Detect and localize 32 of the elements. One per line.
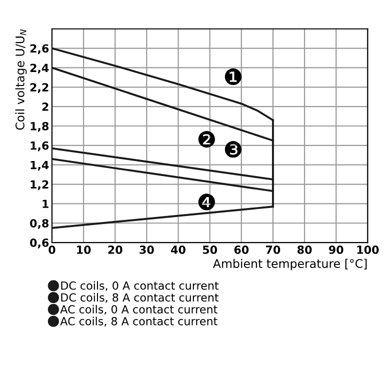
y-tick-label: 1 — [42, 200, 48, 208]
legend-label: DC coils, 8 A contact current — [61, 293, 219, 303]
legend-label: DC coils, 0 A contact current — [61, 281, 219, 291]
y-tick-label: 0,6 — [30, 238, 49, 248]
x-tick-label: 70 — [266, 246, 280, 254]
y-tick-label: 2,2 — [30, 83, 48, 93]
x-tick-label: 40 — [171, 246, 186, 254]
legend-label: AC coils, 0 A contact current — [60, 304, 218, 315]
y-tick-label: 2 — [42, 102, 48, 111]
x-tick-label: 90 — [328, 246, 344, 254]
annotation: ❹ — [198, 194, 215, 210]
x-tick-label: 0 — [48, 246, 56, 254]
x-tick-label: 60 — [234, 246, 249, 254]
y-tick-label: 2,6 — [30, 44, 49, 54]
y-tick-label: 2,4 — [30, 64, 49, 74]
annotation: ❷ — [198, 130, 215, 148]
x-axis-title: Ambient temperature [°C] — [212, 258, 367, 270]
y-tick-label: 1,4 — [30, 160, 49, 171]
y-tick-label: 0,8 — [30, 219, 49, 229]
x-tick-label: 10 — [77, 246, 91, 254]
y-tick-label: 1,6 — [30, 141, 49, 152]
x-tick-label: 30 — [140, 246, 154, 254]
y-axis-title: Coil voltage U/U$_{N}$ — [15, 29, 27, 130]
y-tick-label: 1,8 — [30, 122, 49, 132]
legend-label: AC coils, 8 A contact current — [60, 316, 218, 327]
x-tick-label: 100 — [357, 246, 379, 254]
y-tick-label: 1,2 — [30, 180, 48, 190]
annotation: ❸ — [224, 141, 242, 158]
x-tick-label: 20 — [108, 246, 122, 254]
annotation: ❶ — [224, 68, 242, 85]
x-tick-label: 50 — [202, 246, 218, 254]
x-tick-label: 80 — [297, 246, 312, 254]
